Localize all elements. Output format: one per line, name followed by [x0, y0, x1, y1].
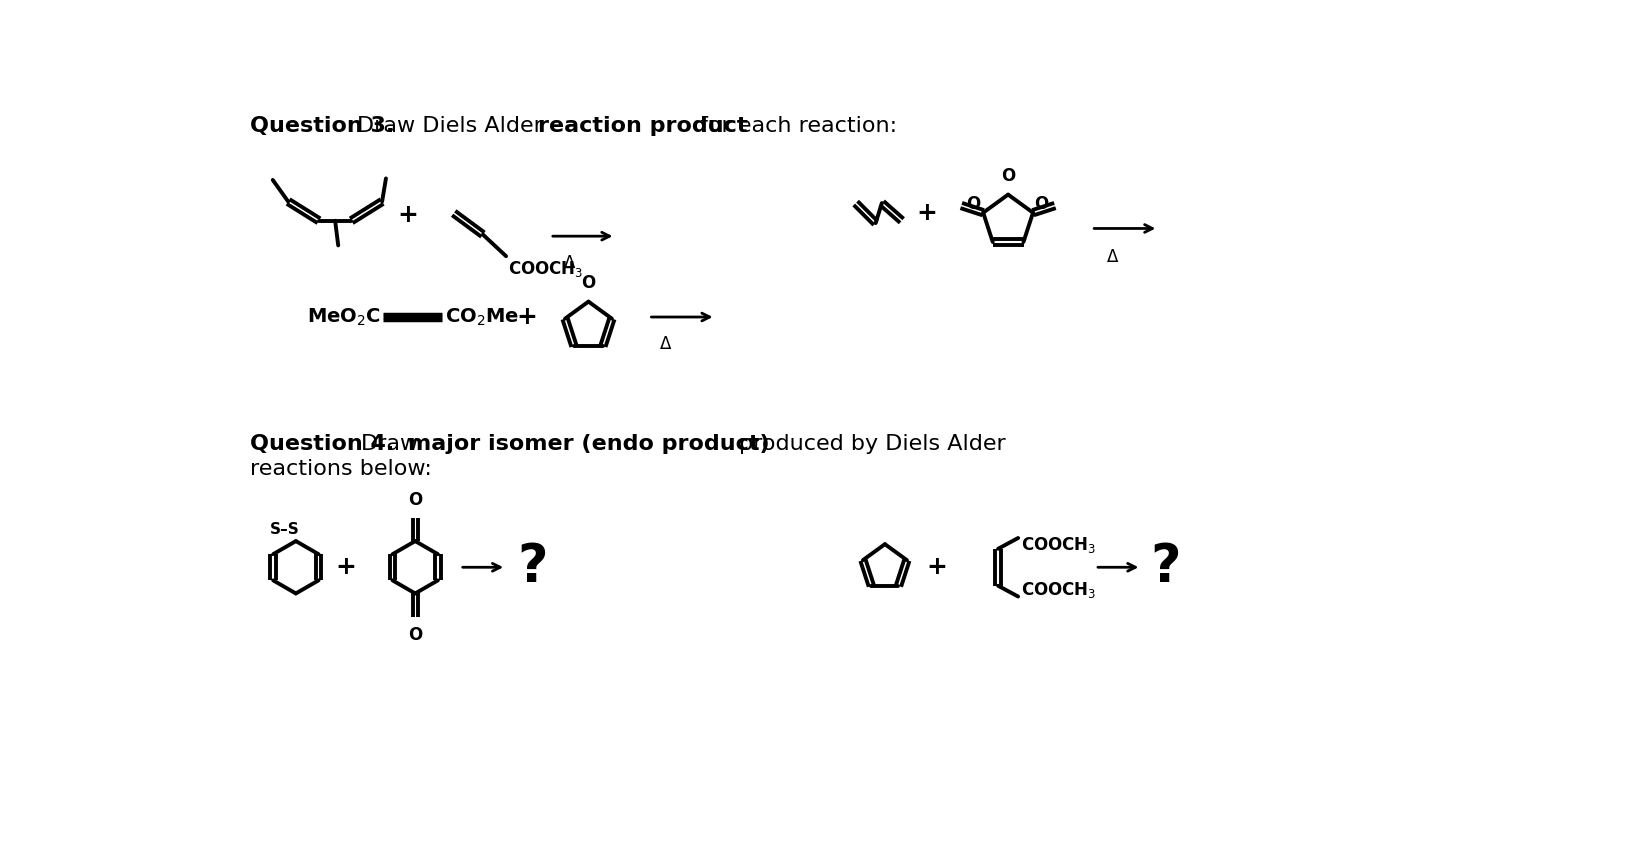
Text: O: O: [582, 274, 595, 292]
Text: reaction product: reaction product: [538, 116, 748, 136]
Text: +: +: [335, 555, 356, 579]
Text: COOCH$_3$: COOCH$_3$: [507, 258, 582, 279]
Text: +: +: [927, 555, 948, 579]
Text: reactions below:: reactions below:: [250, 459, 431, 479]
Text: COOCH$_3$: COOCH$_3$: [1021, 535, 1096, 555]
Text: Question 4.: Question 4.: [250, 434, 393, 454]
Text: Δ: Δ: [564, 254, 576, 272]
Text: ?: ?: [517, 541, 548, 593]
Text: CO$_2$Me: CO$_2$Me: [446, 306, 519, 328]
Text: O: O: [408, 625, 423, 644]
Text: Δ: Δ: [660, 335, 672, 353]
Text: S–S: S–S: [270, 522, 299, 537]
Text: O: O: [408, 491, 423, 509]
Text: major isomer (endo product): major isomer (endo product): [408, 434, 769, 454]
Text: ?: ?: [1151, 541, 1180, 593]
Text: O: O: [966, 195, 980, 213]
Text: MeO$_2$C: MeO$_2$C: [307, 306, 380, 328]
Text: COOCH$_3$: COOCH$_3$: [1021, 580, 1096, 600]
Text: produced by Diels Alder: produced by Diels Alder: [738, 434, 1005, 454]
Text: O: O: [1002, 166, 1015, 184]
Text: for each reaction:: for each reaction:: [701, 116, 898, 136]
Text: Draw: Draw: [361, 434, 420, 454]
Text: +: +: [397, 202, 418, 227]
Text: +: +: [517, 305, 537, 329]
Text: +: +: [917, 201, 938, 225]
Text: Question 3.: Question 3.: [250, 116, 393, 136]
Text: O: O: [1034, 195, 1049, 213]
Text: Δ: Δ: [1106, 248, 1117, 266]
Text: Draw Diels Alder: Draw Diels Alder: [358, 116, 543, 136]
